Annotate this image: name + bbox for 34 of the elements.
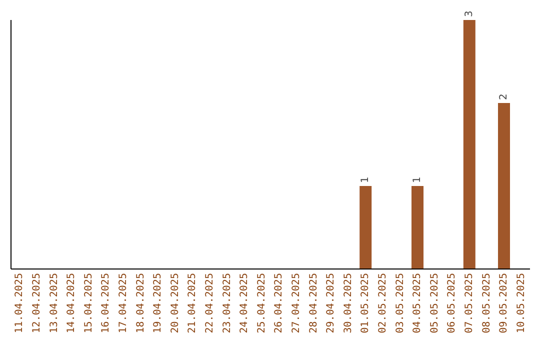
x-tick-label: 04.05.2025 [412,273,424,334]
x-tick-label: 30.04.2025 [342,273,354,334]
x-tick-label: 20.04.2025 [170,273,181,334]
x-tick-label: 15.04.2025 [83,273,94,334]
data-label: 1 [360,176,372,183]
x-tick-label: 12.04.2025 [31,273,42,334]
x-tick-label: 27.04.2025 [290,273,302,334]
x-tick-label: 29.04.2025 [326,273,337,334]
x-tick-label: 21.04.2025 [187,273,198,334]
x-tick-label: 24.04.2025 [239,273,250,334]
x-tick-label: 22.04.2025 [204,273,216,334]
data-label: 3 [464,10,475,17]
x-tick-label: 26.04.2025 [274,273,285,334]
x-tick-label: 07.05.2025 [464,273,475,334]
x-tick-label: 23.04.2025 [222,273,233,334]
data-label: 2 [498,94,510,100]
x-tick-label: 28.04.2025 [308,273,320,334]
x-tick-label: 08.05.2025 [481,273,492,334]
x-tick-label: 06.05.2025 [446,273,458,334]
x-tick-label: 02.05.2025 [377,273,388,334]
x-tick-label: 14.04.2025 [66,273,78,334]
x-tick-label: 13.04.2025 [48,273,60,334]
x-tick-label: 18.04.2025 [135,273,146,334]
x-tick-label: 10.05.2025 [516,273,527,334]
x-tick-label: 16.04.2025 [100,273,112,334]
x-tick-label: 03.05.2025 [394,273,406,334]
x-tick-label: 25.04.2025 [256,273,268,334]
data-label: 1 [412,176,423,183]
x-tick-label: 19.04.2025 [152,273,164,334]
x-tick-label: 11.04.2025 [14,273,26,334]
x-tick-label: 09.05.2025 [498,273,510,334]
x-tick-label: 17.04.2025 [118,273,129,334]
x-tick-label: 01.05.2025 [360,273,372,334]
x-tick-label: 05.05.2025 [429,273,440,334]
